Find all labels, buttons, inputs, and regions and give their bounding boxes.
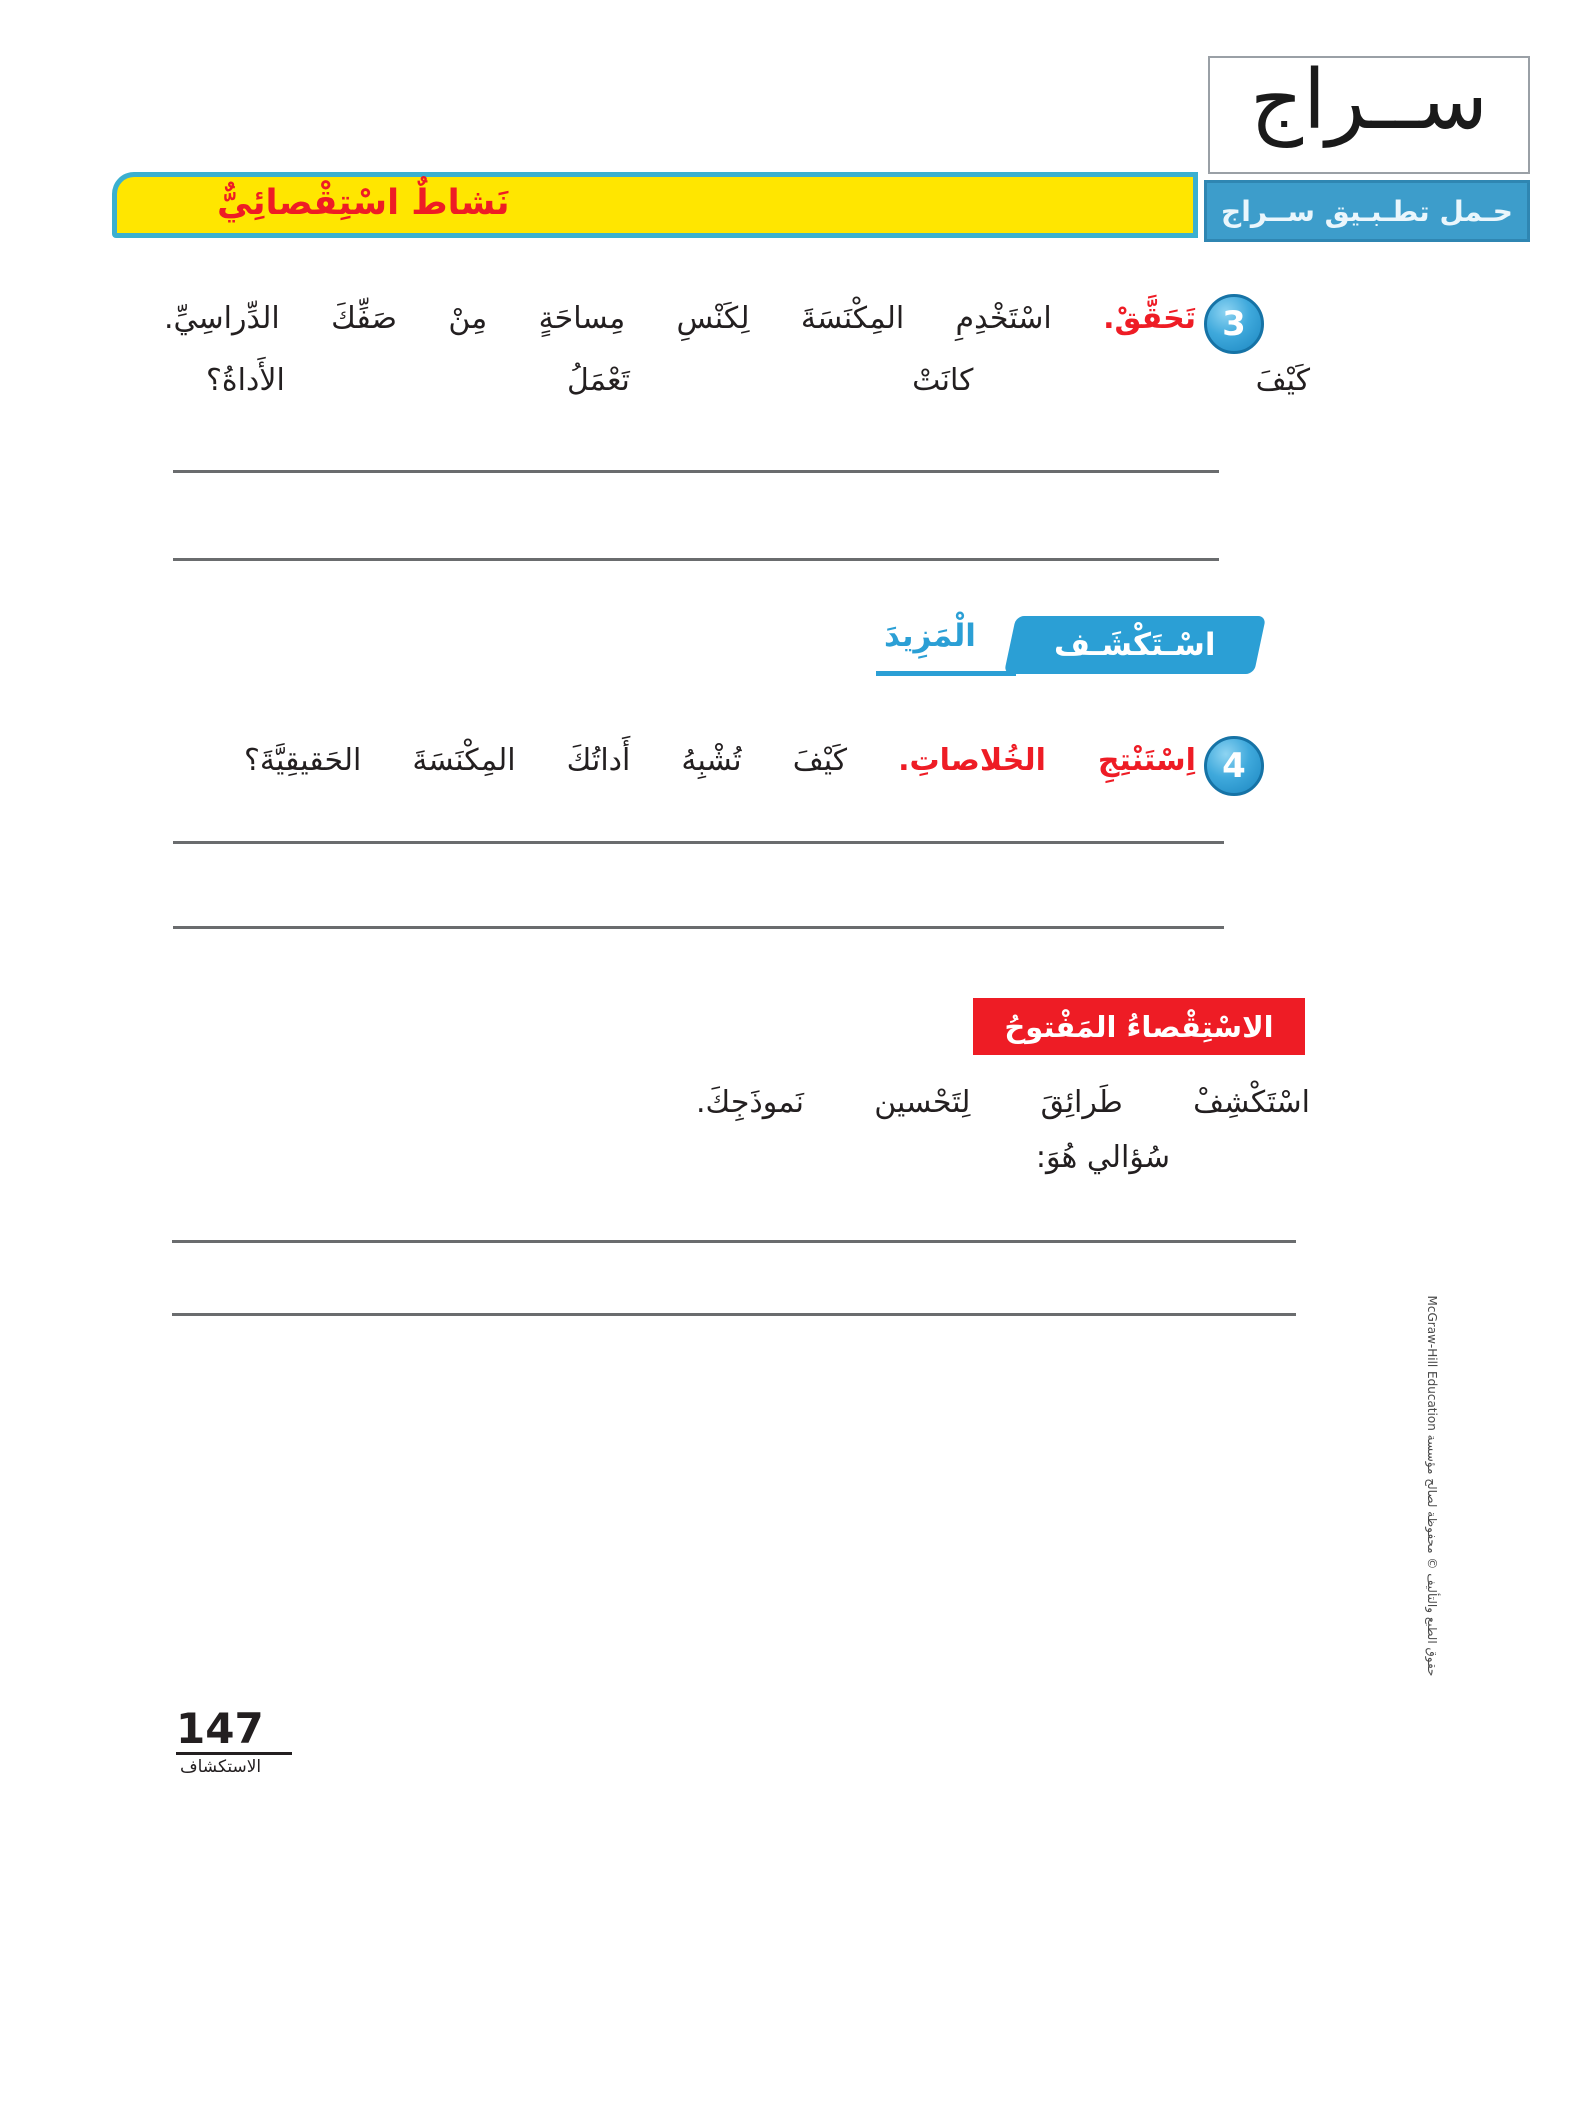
footer-section-label: الاستكشاف (180, 1757, 262, 1777)
more-underline (876, 671, 1016, 676)
question-3-text-line2: كَيْفَ كانَتْ تَعْمَلُ الأَداةُ؟ (206, 358, 1310, 403)
activity-banner: نَشاطٌ اسْتِقْصائِيٌّ (112, 172, 1198, 238)
word: تَعْمَلُ (567, 363, 630, 398)
answer-line[interactable] (172, 1313, 1296, 1316)
question-4-number-badge: 4 (1204, 736, 1264, 796)
answer-line[interactable] (172, 1240, 1296, 1243)
question-4-text: اِسْتَنْتِجِ الخُلاصاتِ. كَيْفَ تُشْبِهُ… (244, 738, 1196, 783)
answer-line[interactable] (173, 926, 1224, 929)
answer-line[interactable] (173, 841, 1224, 844)
word: الأَداةُ؟ (206, 363, 285, 398)
open-inquiry-prompt: سُؤالي هُوَ: (1035, 1140, 1170, 1175)
open-inquiry-text: اسْتَكْشِفْ طَرائِقَ لِتَحْسين نَموذَجِك… (696, 1085, 1310, 1120)
question-3-number-badge: 3 (1204, 294, 1264, 354)
siraj-logo-text: ســراج (1250, 53, 1488, 148)
explore-more-banner: اسْـتَكْشَـف الْمَزِيدَ (876, 614, 1267, 678)
word: كانَتْ (912, 363, 974, 398)
explore-box: اسْـتَكْشَـف (1003, 616, 1267, 674)
page-number: 147 (176, 1704, 264, 1753)
question-3-text: تَحَقَّقْ. اسْتَخْدِمِ المِكْنَسَةَ لِكَ… (164, 296, 1196, 341)
word: كَيْفَ (1255, 363, 1310, 398)
question-4-body: كَيْفَ تُشْبِهُ أَداتُكَ المِكْنَسَةَ ال… (244, 743, 848, 778)
siraj-logo: ســراج (1208, 56, 1530, 174)
download-app-button[interactable]: حـمل تطـبـيق ســراج (1204, 180, 1530, 242)
answer-line[interactable] (173, 470, 1219, 473)
answer-line[interactable] (173, 558, 1219, 561)
copyright-notice: حقوق الطبع والتأليف © محفوظة لصالح مؤسسة… (1425, 1295, 1439, 1677)
footer-rule (176, 1752, 292, 1755)
explore-label: اسْـتَكْشَـف (1054, 627, 1216, 663)
question-3-label: تَحَقَّقْ. (1103, 301, 1196, 336)
question-4-label: اِسْتَنْتِجِ الخُلاصاتِ. (898, 743, 1196, 778)
more-label: الْمَزِيدَ (884, 618, 976, 654)
activity-banner-title: نَشاطٌ اسْتِقْصائِيٌّ (217, 183, 510, 223)
open-inquiry-banner: الاسْتِقْصاءُ المَفْتوحُ (973, 998, 1305, 1055)
question-3-body: اسْتَخْدِمِ المِكْنَسَةَ لِكَنْسِ مِساحَ… (164, 301, 1052, 336)
